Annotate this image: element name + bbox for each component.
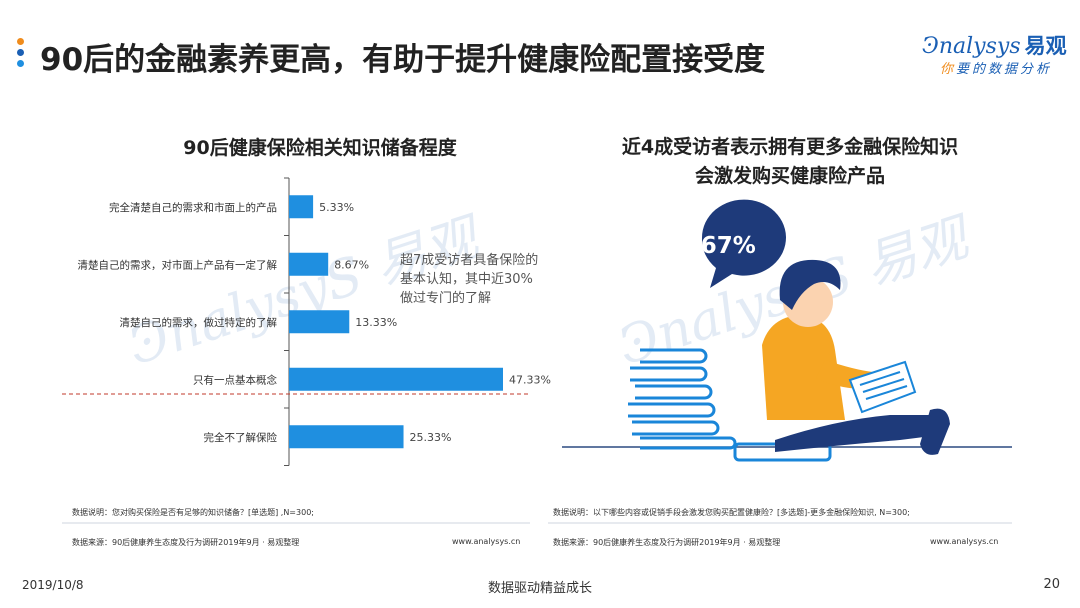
category-label-5: 完全不了解保险: [204, 431, 278, 444]
left-data-source: 数据来源：90后健康养生态度及行为调研2019年9月 · 易观整理: [72, 538, 300, 547]
logo-tagline: 要的数据分析: [956, 62, 1053, 77]
person-torso: [762, 315, 845, 420]
person-shoe: [920, 408, 950, 455]
footer-slogan: 数据驱动精益成长: [487, 581, 592, 596]
value-label-4: 47.33%: [509, 373, 551, 386]
logo-brand-cn: 易观: [1024, 34, 1067, 58]
value-label-2: 8.67%: [334, 258, 369, 271]
title-dot-orange: [17, 38, 24, 45]
analysys-logo: Ͽnalysys 易观 你要的数据分析: [922, 30, 1067, 77]
bar-3: [289, 310, 350, 334]
person-hair: [779, 259, 841, 310]
left-chart-title: 90后健康保险相关知识储备程度: [183, 137, 457, 159]
title-dot-blue: [17, 60, 24, 67]
book-3: [635, 384, 713, 400]
left-site-link: www.analysys.cn: [452, 537, 521, 546]
bar-chart: 完全清楚自己的需求和市面上的产品 5.33% 清楚自己的需求，对市面上产品有一定了解…: [62, 177, 551, 466]
reader-illustration: [562, 199, 1012, 462]
page-number: 20: [1043, 577, 1060, 592]
book-4: [628, 402, 716, 418]
right-title-line1: 近4成受访者表示拥有更多金融保险知识: [621, 136, 959, 158]
right-chart-title: 近4成受访者表示拥有更多金融保险知识 会激发购买健康险产品: [570, 133, 1010, 191]
logo-tagline-row: 你要的数据分析: [940, 58, 1062, 77]
bar-5: [289, 425, 404, 449]
title-dots: [17, 38, 25, 72]
right-title-line2: 会激发购买健康险产品: [694, 165, 885, 187]
right-site-link: www.analysys.cn: [930, 537, 999, 546]
book-6: [640, 436, 737, 450]
logo-brand: nalysys: [938, 34, 1021, 59]
left-data-note: 数据说明：您对购买保险是否有足够的知识储备？[单选题] ,N=300;: [72, 508, 314, 517]
category-label-3: 清楚自己的需求，做过特定的了解: [120, 316, 278, 329]
footer-date: 2019/10/8: [22, 578, 84, 592]
speech-bubble: [701, 199, 786, 288]
book-2: [630, 366, 708, 382]
book-1: [640, 348, 708, 364]
value-label-1: 5.33%: [319, 201, 354, 214]
category-label-2: 清楚自己的需求，对市面上产品有一定了解: [78, 258, 278, 271]
page-title: 90后的金融素养更高，有助于提升健康险配置接受度: [40, 42, 766, 78]
right-data-source: 数据来源：90后健康养生态度及行为调研2019年9月 · 易观整理: [553, 538, 781, 547]
open-book-icon: [848, 360, 917, 414]
right-data-note: 数据说明：以下哪些内容或促销手段会激发您购买配置健康险？[多选题]-更多金融保险…: [553, 508, 910, 517]
logo-wordmark: Ͽnalysys 易观: [922, 30, 1067, 60]
bubble-value: 36.67%: [660, 233, 756, 259]
value-label-5: 25.33%: [410, 431, 452, 444]
chart-annotation: 超7成受访者具备保险的基本认知，其中近30%做过专门的了解: [400, 253, 539, 306]
category-label-4: 只有一点基本概念: [193, 373, 277, 386]
bar-4: [289, 367, 503, 391]
logo-tagline-accent: 你: [940, 62, 957, 77]
category-label-1: 完全清楚自己的需求和市面上的产品: [109, 201, 277, 214]
title-dot-navy: [17, 49, 24, 56]
person-legs: [775, 415, 945, 452]
value-label-3: 13.33%: [355, 316, 397, 329]
logo-swirl-icon: Ͽ: [922, 34, 939, 59]
bar-2: [289, 252, 329, 276]
book-stack-left: [628, 348, 737, 450]
book-5: [632, 420, 720, 436]
bar-1: [289, 195, 314, 219]
